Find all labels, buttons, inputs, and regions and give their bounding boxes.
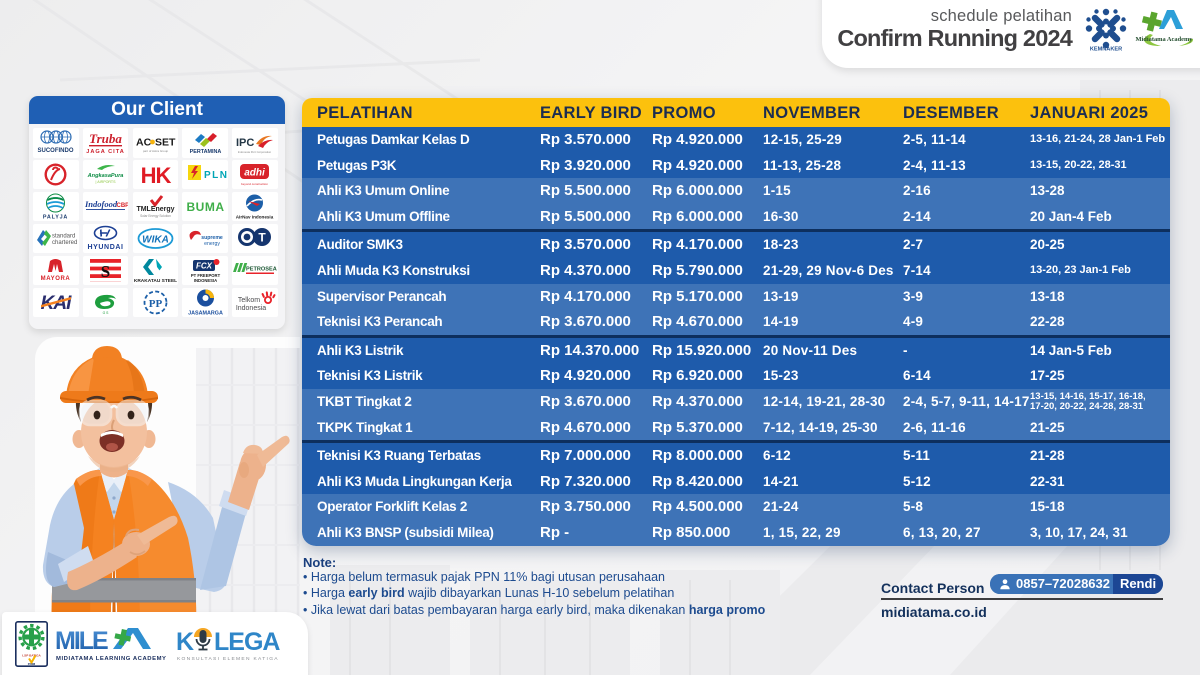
svg-text:CBP: CBP [117, 203, 129, 209]
svg-text:MAYORA: MAYORA [41, 276, 71, 282]
svg-text:MILE: MILE [56, 627, 108, 655]
svg-text:PALYJA: PALYJA [43, 215, 68, 221]
svg-text:Indonesia: Indonesia [236, 305, 266, 312]
svg-text:PT FREEPORT: PT FREEPORT [190, 273, 220, 278]
svg-text:T: T [259, 230, 267, 244]
svg-text:standard: standard [52, 233, 75, 239]
svg-text:Solar Energy Solution: Solar Energy Solution [140, 214, 171, 218]
svg-text:beyond construction: beyond construction [242, 182, 269, 186]
svg-text:INDONESIA: INDONESIA [194, 278, 217, 283]
svg-text:AirNav Indonesia: AirNav Indonesia [236, 215, 274, 220]
svg-text:JASAMARGA: JASAMARGA [188, 310, 223, 316]
svg-text:TMLEnergy: TMLEnergy [136, 206, 174, 213]
svg-text:KEMNAKER: KEMNAKER [1090, 47, 1122, 52]
svg-text:JAGA CITA: JAGA CITA [86, 149, 125, 155]
svg-text:LSP BATIGA: LSP BATIGA [22, 654, 41, 658]
svg-text:MIDIATAMA LEARNING ACADEMY: MIDIATAMA LEARNING ACADEMY [56, 656, 167, 662]
svg-text:Indofood: Indofood [84, 199, 118, 209]
svg-text:PP: PP [149, 298, 163, 310]
svg-text:FCX: FCX [196, 261, 213, 270]
svg-text:AngkasaPura: AngkasaPura [87, 173, 124, 179]
svg-text:LEGA: LEGA [214, 628, 280, 656]
svg-text:BUMA: BUMA [186, 200, 224, 214]
svg-text:KAI: KAI [41, 293, 72, 314]
svg-text:PLN: PLN [204, 170, 228, 181]
svg-text:PETROSEA: PETROSEA [246, 266, 277, 272]
svg-text:HYUNDAI: HYUNDAI [88, 244, 124, 251]
svg-text:supreme: supreme [201, 235, 223, 241]
svg-text:K: K [176, 628, 194, 656]
svg-text:part of Astra Group: part of Astra Group [143, 149, 169, 153]
svg-text:IPC: IPC [236, 137, 254, 149]
svg-text:energy: energy [204, 241, 220, 247]
svg-text:HK: HK [140, 163, 171, 188]
svg-text:adhi: adhi [245, 168, 266, 179]
svg-text:| AIRPORTS: | AIRPORTS [96, 180, 117, 184]
svg-text:SUCOFINDO: SUCOFINDO [38, 148, 74, 154]
svg-text:G S: G S [103, 311, 110, 315]
svg-text:S: S [101, 262, 110, 281]
svg-text:AC: AC [136, 137, 152, 149]
svg-text:WIKA: WIKA [142, 234, 169, 245]
svg-text:Telkom: Telkom [238, 297, 260, 304]
svg-text:PERTAMINA: PERTAMINA [189, 149, 221, 155]
svg-text:KRAKATAU STEEL: KRAKATAU STEEL [134, 278, 177, 284]
svg-text:SET: SET [155, 137, 176, 149]
svg-text:PAIM: PAIM [28, 662, 36, 666]
svg-text:Indonesia Port Corporation: Indonesia Port Corporation [238, 150, 272, 154]
svg-text:chartered: chartered [52, 240, 77, 246]
svg-text:KONSULTASI ELEMEN KATIGA: KONSULTASI ELEMEN KATIGA [177, 656, 279, 662]
svg-text:Truba: Truba [89, 131, 122, 146]
svg-text:Midiatama Academy: Midiatama Academy [1136, 36, 1194, 43]
